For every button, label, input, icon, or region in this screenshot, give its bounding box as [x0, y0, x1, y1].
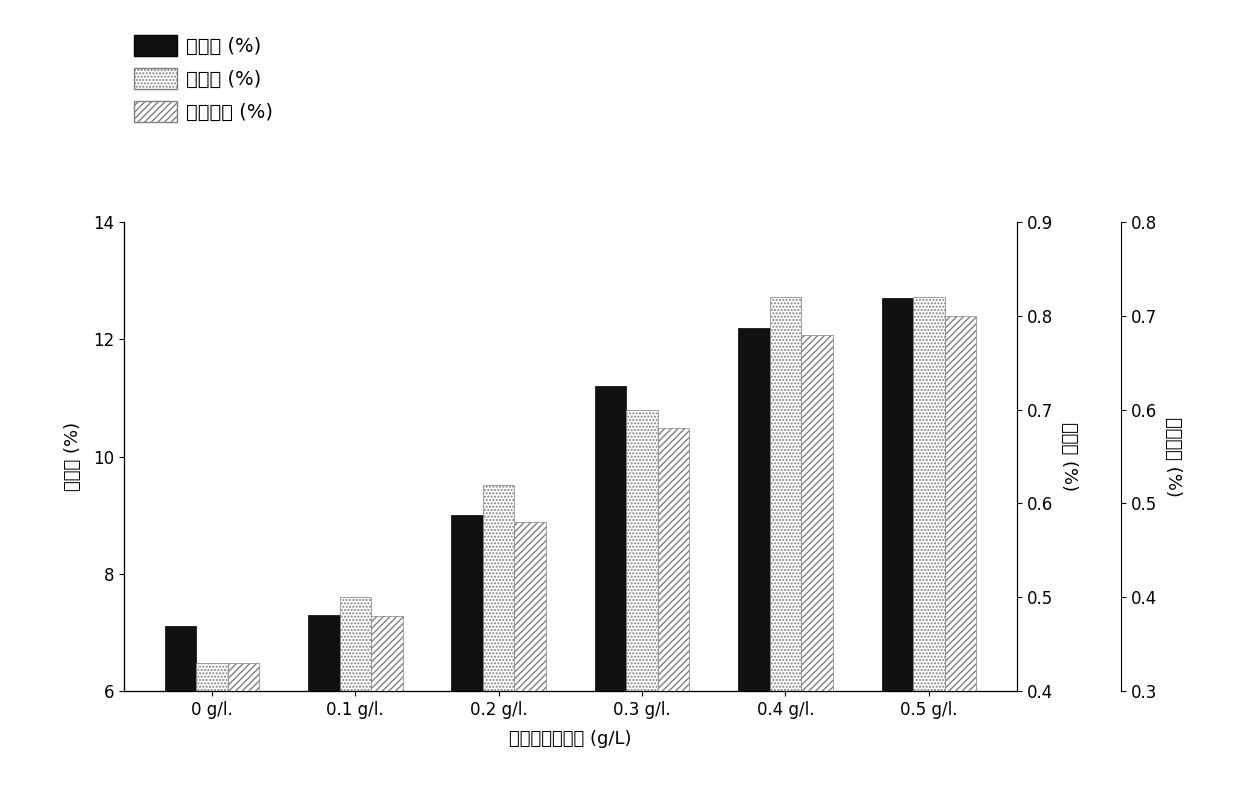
Bar — [913, 297, 945, 794]
X-axis label: 酥母提取物浓度 (g/L): 酥母提取物浓度 (g/L) — [510, 730, 631, 748]
Bar — [196, 663, 228, 794]
Bar — [882, 299, 913, 794]
Bar — [738, 328, 770, 794]
Bar — [228, 663, 259, 794]
Bar — [626, 410, 658, 794]
Bar — [515, 522, 546, 794]
Bar — [308, 615, 340, 794]
Bar — [595, 387, 626, 794]
Bar — [340, 597, 371, 794]
Y-axis label: 木履草素 (%): 木履草素 (%) — [1164, 417, 1182, 496]
Y-axis label: 绿原酸 (%): 绿原酸 (%) — [1060, 422, 1078, 491]
Bar — [801, 335, 833, 794]
Bar — [658, 429, 689, 794]
Bar — [165, 626, 196, 794]
Bar — [770, 297, 801, 794]
Bar — [451, 515, 482, 794]
Legend: 总黄锐 (%), 绿原酸 (%), 木履草素 (%): 总黄锐 (%), 绿原酸 (%), 木履草素 (%) — [134, 35, 273, 122]
Bar — [371, 616, 403, 794]
Y-axis label: 总黄锐 (%): 总黄锐 (%) — [64, 422, 82, 491]
Bar — [945, 316, 976, 794]
Bar — [482, 484, 515, 794]
